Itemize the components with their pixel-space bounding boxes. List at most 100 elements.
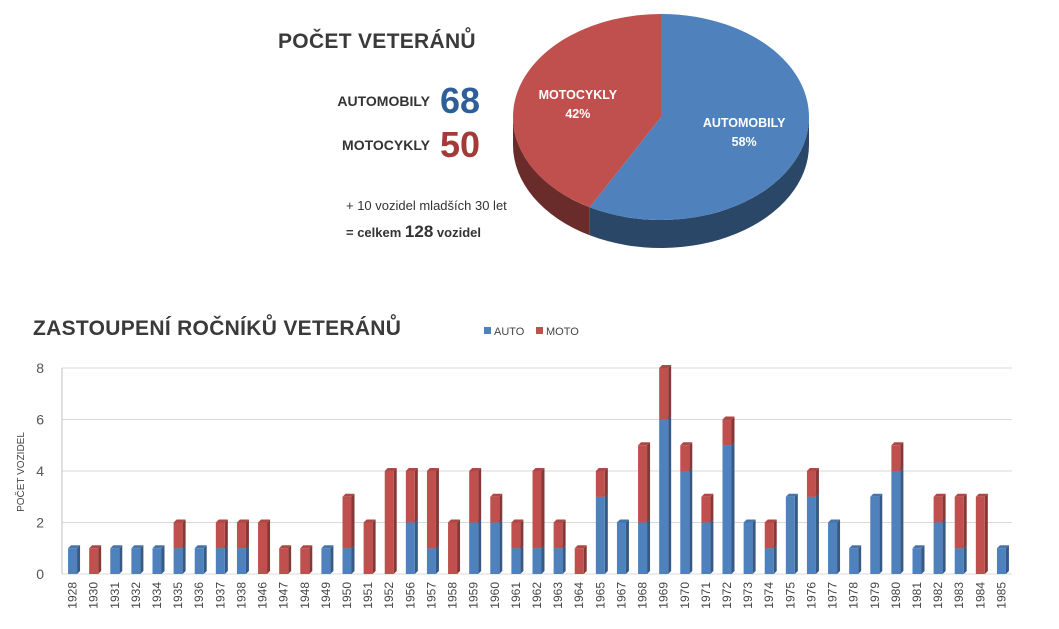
bar-side-moto-1963 bbox=[562, 519, 566, 549]
bar-moto-1948 bbox=[300, 548, 310, 574]
bar-top-moto-1947 bbox=[279, 545, 292, 549]
bar-moto-1976 bbox=[806, 471, 816, 497]
x-tick-1957: 1957 bbox=[424, 582, 438, 609]
bar-moto-1974 bbox=[764, 522, 774, 549]
x-tick-1959: 1959 bbox=[467, 582, 481, 609]
bar-moto-1969 bbox=[659, 368, 669, 420]
bar-top-moto-1983 bbox=[954, 493, 967, 497]
bar-top-moto-1972 bbox=[722, 416, 735, 420]
x-tick-1948: 1948 bbox=[298, 582, 312, 609]
bar-side-moto-1976 bbox=[815, 468, 819, 497]
legend-label-moto: MOTO bbox=[546, 326, 579, 338]
bar-top-auto-1973 bbox=[743, 519, 756, 523]
bar-auto-1981 bbox=[912, 548, 922, 574]
note-total-number: 128 bbox=[404, 222, 434, 241]
x-tick-1946: 1946 bbox=[256, 582, 270, 609]
x-tick-1935: 1935 bbox=[171, 582, 185, 609]
bar-side-moto-1980 bbox=[900, 442, 904, 471]
bar-top-auto-1936 bbox=[194, 545, 207, 549]
bar-side-auto-1973 bbox=[752, 519, 756, 574]
y-axis-label: POČET VOZIDEL bbox=[14, 432, 27, 512]
bar-top-auto-1979 bbox=[870, 493, 883, 497]
bar-moto-1937 bbox=[215, 522, 225, 549]
bar-side-auto-1974 bbox=[773, 545, 777, 574]
bar-top-auto-1978 bbox=[849, 545, 862, 549]
bar-side-auto-1985 bbox=[1005, 545, 1009, 574]
bar-side-auto-1979 bbox=[879, 493, 883, 574]
bar-auto-1979 bbox=[870, 496, 880, 574]
bar-moto-1971 bbox=[701, 496, 711, 523]
bar-auto-1962 bbox=[532, 548, 542, 574]
bar-side-moto-1957 bbox=[435, 468, 439, 549]
bar-top-moto-1952 bbox=[384, 468, 397, 471]
bar-moto-1938 bbox=[236, 522, 246, 549]
bar-side-moto-1974 bbox=[773, 519, 777, 549]
auto-count-row: AUTOMOBILY 68 bbox=[250, 80, 480, 122]
bar-moto-1963 bbox=[553, 522, 563, 549]
bar-side-auto-1950 bbox=[351, 545, 355, 574]
x-tick-1934: 1934 bbox=[150, 582, 164, 609]
bar-side-auto-1936 bbox=[203, 545, 207, 574]
x-tick-1985: 1985 bbox=[994, 582, 1008, 609]
x-tick-1978: 1978 bbox=[847, 582, 861, 609]
legend-swatch-moto bbox=[536, 327, 543, 334]
note-total-prefix: = celkem bbox=[346, 225, 402, 240]
bar-top-moto-1980 bbox=[891, 442, 904, 446]
bar-side-auto-1956 bbox=[414, 519, 418, 574]
bar-auto-1957 bbox=[426, 548, 436, 574]
bar-top-auto-1934 bbox=[152, 545, 165, 549]
x-tick-1965: 1965 bbox=[593, 582, 607, 609]
bar-top-moto-1951 bbox=[363, 519, 376, 523]
bar-top-auto-1949 bbox=[321, 545, 334, 549]
bar-side-auto-1965 bbox=[604, 493, 608, 574]
note-total: = celkem 128 vozidel bbox=[346, 222, 481, 242]
x-tick-1971: 1971 bbox=[699, 582, 713, 609]
bar-auto-1963 bbox=[553, 548, 563, 574]
y-tick-6: 6 bbox=[36, 412, 44, 428]
bar-top-moto-1937 bbox=[215, 519, 228, 523]
bar-side-auto-1960 bbox=[499, 519, 503, 574]
x-tick-1968: 1968 bbox=[636, 582, 650, 609]
bar-auto-1974 bbox=[764, 548, 774, 574]
bar-auto-1978 bbox=[849, 548, 859, 574]
bar-top-moto-1964 bbox=[574, 545, 587, 549]
bar-side-moto-1964 bbox=[583, 545, 587, 574]
x-tick-1949: 1949 bbox=[319, 582, 333, 609]
bar-side-auto-1959 bbox=[478, 519, 482, 574]
bar-auto-1960 bbox=[490, 522, 500, 574]
bar-side-auto-1963 bbox=[562, 545, 566, 574]
bar-side-moto-1962 bbox=[541, 468, 545, 549]
bar-moto-1962 bbox=[532, 471, 542, 549]
bar-top-auto-1928 bbox=[68, 545, 81, 549]
bar-moto-1947 bbox=[279, 548, 289, 574]
x-tick-1970: 1970 bbox=[678, 582, 692, 609]
bar-side-moto-1983 bbox=[963, 493, 967, 549]
bar-auto-1956 bbox=[405, 522, 415, 574]
bar-moto-1984 bbox=[975, 496, 985, 574]
x-tick-1938: 1938 bbox=[234, 582, 248, 609]
bar-top-moto-1969 bbox=[659, 365, 672, 368]
bar-side-auto-1934 bbox=[161, 545, 165, 574]
x-tick-1950: 1950 bbox=[340, 582, 354, 609]
bar-moto-1983 bbox=[954, 496, 964, 549]
bar-auto-1969 bbox=[659, 419, 669, 574]
bar-side-moto-1948 bbox=[309, 545, 313, 574]
bar-side-moto-1959 bbox=[478, 468, 482, 523]
x-tick-1947: 1947 bbox=[277, 582, 291, 609]
bar-side-moto-1937 bbox=[224, 519, 228, 549]
bar-moto-1980 bbox=[891, 445, 901, 471]
bar-top-auto-1967 bbox=[616, 519, 629, 523]
bar-side-moto-1958 bbox=[457, 519, 461, 574]
x-tick-1975: 1975 bbox=[783, 582, 797, 609]
bar-side-auto-1969 bbox=[668, 416, 672, 574]
bar-side-auto-1962 bbox=[541, 545, 545, 574]
bar-side-auto-1971 bbox=[710, 519, 714, 574]
x-tick-1981: 1981 bbox=[910, 582, 924, 609]
bar-moto-1957 bbox=[426, 471, 436, 549]
bar-top-moto-1935 bbox=[173, 519, 186, 523]
moto-count-label: MOTOCYKLY bbox=[342, 137, 430, 153]
bar-top-moto-1961 bbox=[511, 519, 524, 523]
bar-top-moto-1968 bbox=[638, 442, 651, 446]
x-tick-1969: 1969 bbox=[657, 582, 671, 609]
bar-side-auto-1975 bbox=[794, 493, 798, 574]
